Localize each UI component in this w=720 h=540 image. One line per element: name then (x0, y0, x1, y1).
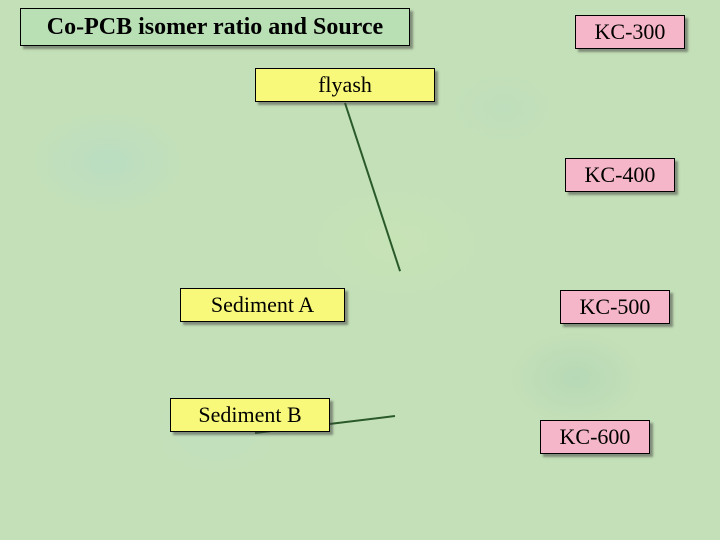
kc-500-label: KC-500 (580, 294, 651, 320)
kc-600-label: KC-600 (560, 424, 631, 450)
kc-500-box: KC-500 (560, 290, 670, 324)
kc-400-box: KC-400 (565, 158, 675, 192)
edge-flyash (344, 103, 401, 272)
kc-300-label: KC-300 (595, 19, 666, 45)
kc-400-label: KC-400 (585, 162, 656, 188)
sediment-a-box: Sediment A (180, 288, 345, 322)
kc-300-box: KC-300 (575, 15, 685, 49)
sediment-a-label: Sediment A (211, 292, 314, 318)
title-label: Co-PCB isomer ratio and Source (47, 14, 383, 41)
kc-600-box: KC-600 (540, 420, 650, 454)
flyash-label: flyash (318, 72, 372, 98)
title-box: Co-PCB isomer ratio and Source (20, 8, 410, 46)
flyash-box: flyash (255, 68, 435, 102)
sediment-b-box: Sediment B (170, 398, 330, 432)
sediment-b-label: Sediment B (198, 402, 301, 428)
